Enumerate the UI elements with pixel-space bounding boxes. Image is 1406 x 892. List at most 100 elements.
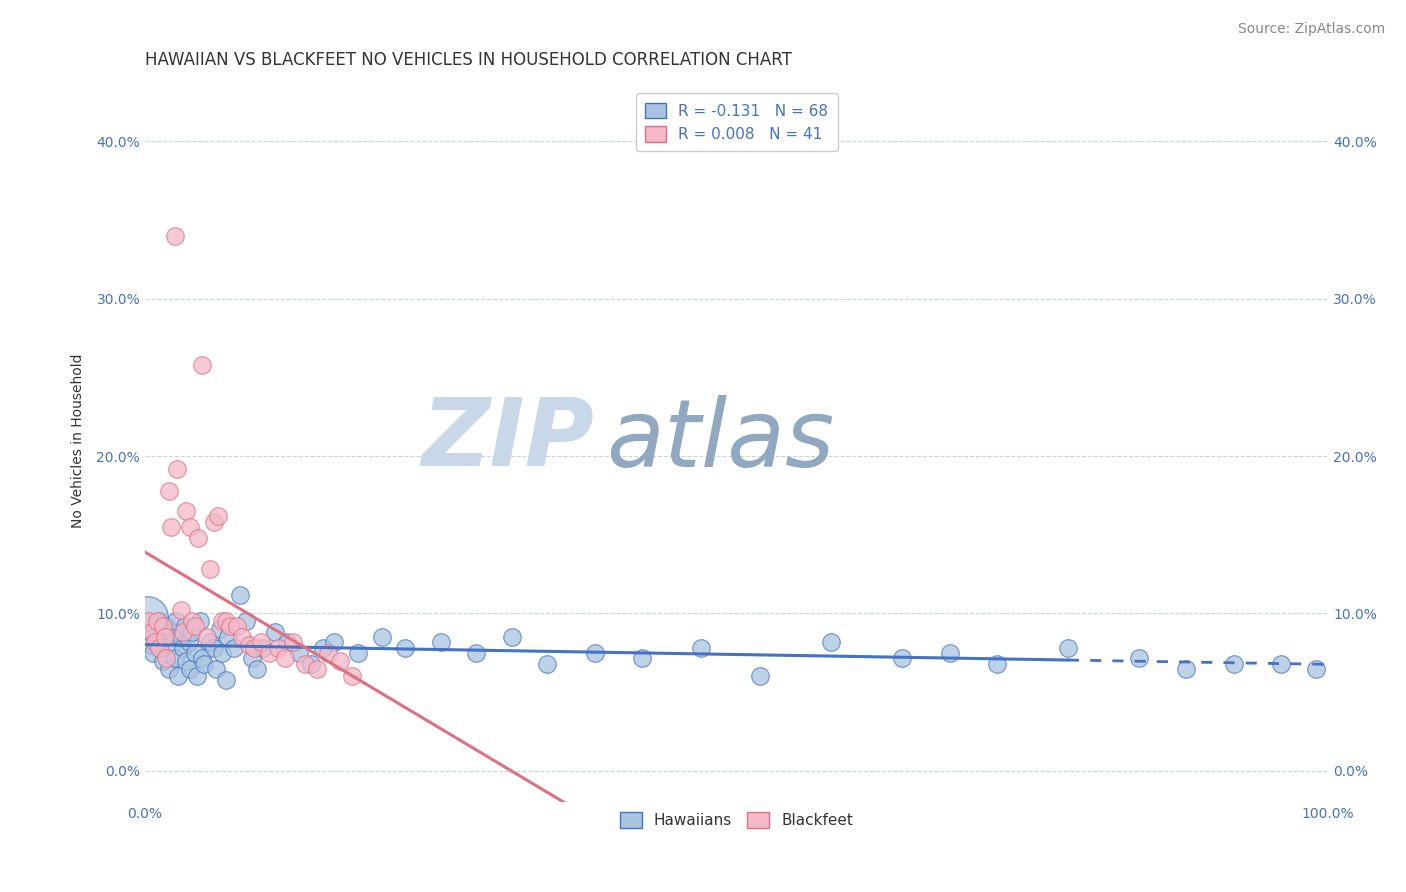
Point (214, 615, 236, 629)
Point (281, 634, 304, 648)
Point (370, 630, 392, 644)
Point (252, 641, 274, 656)
Point (1270, 657, 1292, 671)
Point (143, 634, 166, 648)
Point (157, 483, 180, 498)
Point (184, 646, 207, 660)
Point (166, 461, 188, 475)
Point (266, 641, 288, 656)
Point (264, 625, 287, 640)
Point (347, 646, 370, 660)
Point (142, 646, 165, 660)
Point (153, 630, 176, 644)
Point (501, 630, 523, 644)
Point (891, 650, 914, 665)
Point (172, 625, 194, 640)
Point (323, 634, 346, 648)
Point (176, 654, 198, 668)
Point (430, 634, 453, 648)
Point (305, 661, 328, 675)
Point (188, 615, 211, 629)
Point (229, 588, 252, 602)
Point (1057, 641, 1080, 656)
Point (148, 615, 170, 629)
Point (141, 625, 163, 640)
Point (169, 630, 191, 644)
Point (205, 661, 228, 675)
Point (149, 641, 172, 656)
Point (231, 630, 253, 644)
Point (198, 634, 221, 648)
Point (986, 657, 1008, 671)
Point (155, 650, 177, 665)
Text: atlas: atlas (606, 395, 835, 486)
Point (177, 634, 200, 648)
Point (583, 646, 606, 660)
Text: Source: ZipAtlas.com: Source: ZipAtlas.com (1237, 22, 1385, 37)
Point (191, 650, 214, 665)
Point (1175, 661, 1198, 675)
Point (138, 615, 160, 629)
Point (172, 641, 194, 656)
Point (276, 634, 298, 648)
Point (250, 634, 273, 648)
Point (181, 625, 204, 640)
Point (294, 657, 316, 671)
Point (214, 673, 236, 687)
Point (938, 646, 960, 660)
Point (160, 520, 183, 534)
Point (1222, 657, 1244, 671)
Point (152, 619, 174, 633)
Point (217, 630, 239, 644)
Point (631, 650, 654, 665)
Point (288, 646, 311, 660)
Point (179, 520, 201, 534)
Point (219, 619, 242, 633)
Point (207, 508, 229, 523)
Text: ZIP: ZIP (422, 394, 595, 486)
Point (465, 646, 488, 660)
Point (299, 657, 322, 671)
Point (176, 504, 198, 518)
Point (202, 641, 225, 656)
Point (329, 654, 352, 668)
Point (226, 619, 249, 633)
Point (165, 615, 187, 629)
Point (153, 630, 176, 644)
Point (211, 615, 233, 629)
Point (181, 615, 204, 629)
Point (690, 641, 713, 656)
Point (146, 615, 169, 629)
Point (193, 657, 215, 671)
Point (820, 634, 842, 648)
Point (186, 669, 208, 683)
Point (340, 669, 363, 683)
Point (138, 625, 160, 640)
Point (169, 603, 191, 617)
Point (202, 515, 225, 529)
Point (195, 630, 218, 644)
Point (146, 634, 169, 648)
Point (157, 661, 180, 675)
Point (174, 619, 197, 633)
Point (318, 646, 340, 660)
Point (240, 650, 263, 665)
Point (208, 622, 231, 636)
Point (163, 228, 186, 243)
Point (259, 646, 281, 660)
Point (749, 669, 772, 683)
Point (246, 661, 269, 675)
Point (163, 650, 186, 665)
Point (235, 615, 257, 629)
Legend: Hawaiians, Blackfeet: Hawaiians, Blackfeet (614, 806, 859, 834)
Point (148, 641, 170, 656)
Point (394, 641, 416, 656)
Point (136, 609, 159, 624)
Text: HAWAIIAN VS BLACKFEET NO VEHICLES IN HOUSEHOLD CORRELATION CHART: HAWAIIAN VS BLACKFEET NO VEHICLES IN HOU… (145, 51, 792, 69)
Y-axis label: No Vehicles in Household: No Vehicles in Household (72, 353, 86, 528)
Point (1305, 661, 1327, 675)
Point (179, 661, 201, 675)
Point (198, 562, 221, 576)
Point (155, 619, 177, 633)
Point (143, 622, 166, 636)
